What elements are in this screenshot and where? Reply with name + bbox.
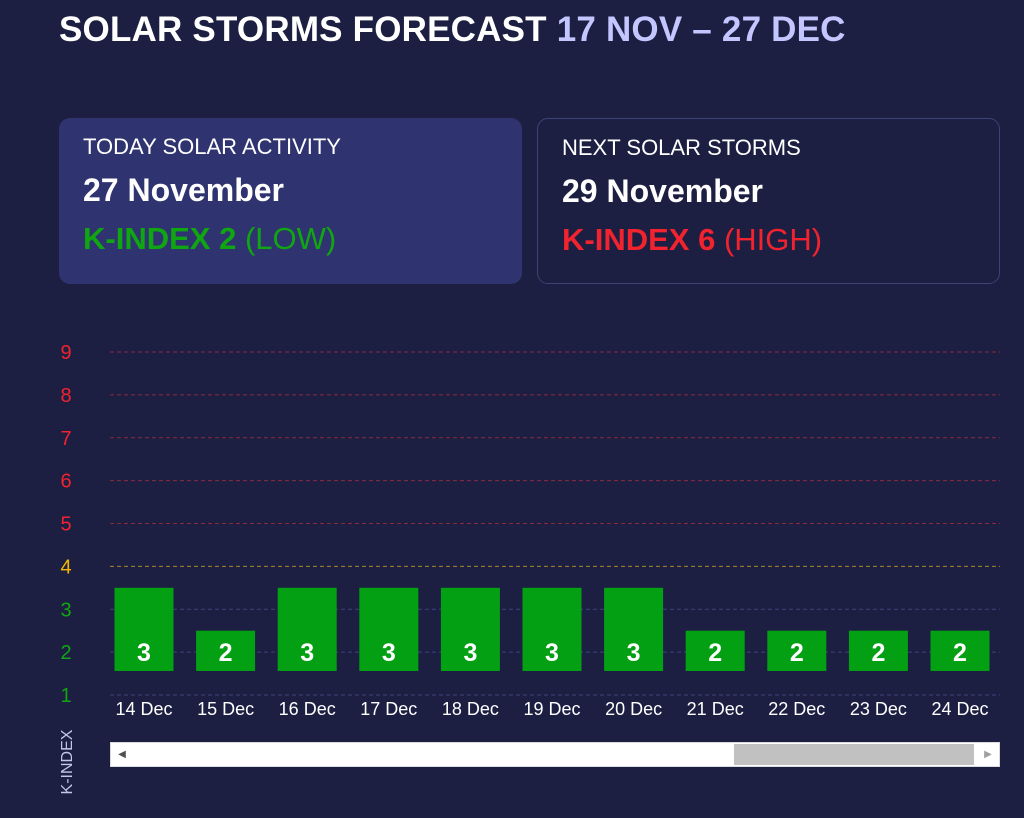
x-tick-label: 19 Dec [523,699,580,719]
x-tick-label: 14 Dec [115,699,172,719]
today-activity-card: TODAY SOLAR ACTIVITY 27 November K-INDEX… [59,118,522,284]
bar-data-label: 2 [219,639,233,667]
bar[interactable] [767,630,827,671]
bar-data-label: 2 [708,639,722,667]
x-tick-label: 15 Dec [197,699,254,719]
y-tick-label: 7 [60,428,71,450]
bar-data-label: 2 [953,639,967,667]
y-tick-label: 9 [60,342,71,364]
x-tick-label: 23 Dec [850,699,907,719]
today-card-date: 27 November [83,172,284,208]
today-card-kindex: K-INDEX 2 (LOW) [83,221,498,257]
y-tick-label: 2 [60,642,71,664]
bar-data-label: 3 [627,639,641,667]
x-tick-label: 24 Dec [931,699,988,719]
bar[interactable] [359,587,419,671]
today-kindex-value: K-INDEX 2 [83,221,237,256]
page-title: SOLAR STORMS FORECAST 17 NOV – 27 DEC [59,10,846,50]
bar-data-label: 2 [790,639,804,667]
x-tick-label: 21 Dec [687,699,744,719]
title-date-range: 17 NOV – 27 DEC [556,10,846,49]
chart-horizontal-scrollbar[interactable]: ◀ ▶ [110,742,1000,767]
bar-data-label: 3 [300,639,314,667]
today-card-label: TODAY SOLAR ACTIVITY [83,134,341,159]
bar[interactable] [440,587,500,671]
next-kindex-level: (HIGH) [723,222,823,257]
bar[interactable] [196,630,256,671]
bar[interactable] [522,587,582,671]
next-card-kindex: K-INDEX 6 (HIGH) [562,222,975,258]
next-card-date: 29 November [562,173,763,209]
bar-data-label: 3 [545,639,559,667]
y-tick-label: 3 [60,599,71,621]
y-tick-label: 8 [60,385,71,407]
bar[interactable] [848,630,908,671]
today-kindex-level: (LOW) [244,221,337,256]
y-tick-label: 5 [60,514,71,536]
scrollbar-thumb[interactable] [734,744,974,765]
bar[interactable] [930,630,990,671]
next-storms-card: NEXT SOLAR STORMS 29 November K-INDEX 6 … [537,118,1000,284]
next-kindex-value: K-INDEX 6 [562,222,716,257]
y-tick-label: 1 [60,685,71,707]
bar-data-label: 3 [382,639,396,667]
x-tick-label: 18 Dec [442,699,499,719]
x-tick-label: 22 Dec [768,699,825,719]
y-axis-label: K-INDEX [59,729,76,794]
kindex-bar-chart: 1 2 3 4 5 6 7 8 9 K-INDEX 3 14 Dec 2 15 Dec 3 16 Dec 3 17… [59,342,1000,794]
title-text: SOLAR STORMS FORECAST [59,10,547,49]
bar-data-label: 2 [871,639,885,667]
y-tick-label: 4 [60,556,71,578]
bar[interactable] [277,587,337,671]
y-tick-label: 6 [60,471,71,493]
bar[interactable] [604,587,664,671]
scroll-left-arrow-icon[interactable]: ◀ [118,749,126,760]
x-tick-label: 20 Dec [605,699,662,719]
bar-data-label: 3 [463,639,477,667]
x-tick-label: 16 Dec [279,699,336,719]
bar-data-label: 3 [137,639,151,667]
bar[interactable] [114,587,174,671]
x-tick-label: 17 Dec [360,699,417,719]
scroll-right-arrow-icon[interactable]: ▶ [984,749,992,760]
bar[interactable] [685,630,745,671]
next-card-label: NEXT SOLAR STORMS [562,135,801,160]
